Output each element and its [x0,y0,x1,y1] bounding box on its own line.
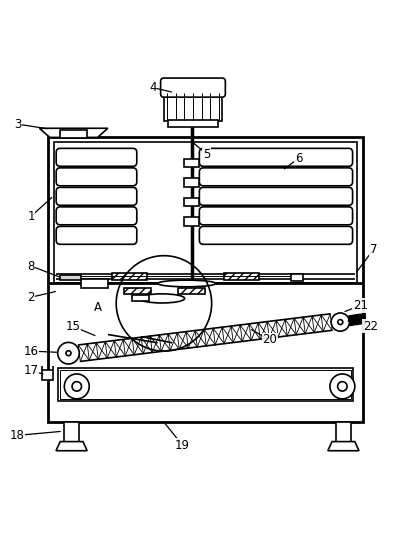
Bar [178,289,205,294]
Text: 3: 3 [14,118,21,131]
Bar [336,422,351,442]
FancyBboxPatch shape [56,168,137,186]
FancyBboxPatch shape [199,148,353,167]
Text: 16: 16 [24,345,39,358]
Bar [224,273,259,280]
Bar [184,217,199,226]
Circle shape [64,374,89,399]
Bar [132,295,149,301]
Polygon shape [39,128,108,138]
Text: 4: 4 [149,81,156,94]
Bar [184,178,199,187]
Bar [54,141,357,282]
Ellipse shape [139,294,185,303]
Bar [168,120,218,127]
Ellipse shape [158,280,216,287]
Bar [124,289,151,294]
FancyBboxPatch shape [56,207,137,225]
FancyBboxPatch shape [56,148,137,167]
Circle shape [331,313,349,331]
Bar [184,159,199,167]
FancyBboxPatch shape [56,187,137,206]
Circle shape [58,343,79,364]
Bar [48,138,363,422]
Bar [60,130,87,138]
FancyBboxPatch shape [56,226,137,245]
Polygon shape [328,442,359,451]
Text: 2: 2 [27,291,35,304]
Text: 1: 1 [27,210,35,223]
Bar [58,368,353,401]
Bar [60,275,81,280]
Circle shape [338,382,347,391]
Text: A: A [93,301,102,314]
Polygon shape [56,442,87,451]
Circle shape [330,374,355,399]
Text: 17: 17 [24,364,39,377]
Circle shape [66,351,71,356]
FancyBboxPatch shape [199,226,353,245]
FancyBboxPatch shape [161,78,225,97]
Text: 5: 5 [203,148,210,160]
Circle shape [72,382,81,391]
FancyBboxPatch shape [199,187,353,206]
Text: 6: 6 [295,152,303,165]
Text: 18: 18 [10,429,25,442]
Text: 21: 21 [353,299,368,312]
Bar [164,92,222,121]
Text: 8: 8 [27,260,35,272]
Text: 20: 20 [262,334,277,346]
Bar [184,198,199,206]
Text: 15: 15 [65,320,80,333]
FancyBboxPatch shape [199,168,353,186]
Text: 19: 19 [175,439,190,452]
Text: 22: 22 [363,320,378,333]
Bar [60,370,351,399]
Bar [112,273,147,280]
Bar [42,370,53,380]
Text: 7: 7 [370,243,377,256]
FancyBboxPatch shape [199,207,353,225]
Circle shape [338,320,343,325]
Bar [81,279,108,288]
Bar [64,422,79,442]
Bar [290,273,303,281]
